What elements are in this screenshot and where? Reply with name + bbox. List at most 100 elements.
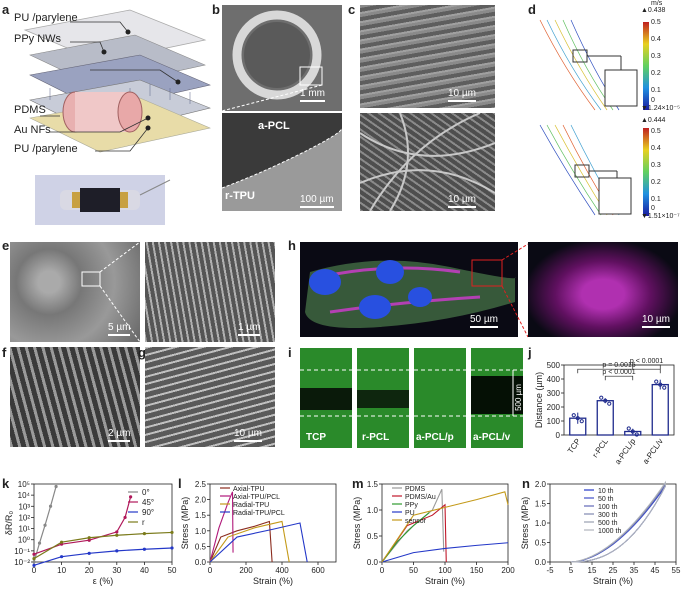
y-axis-label: Stress (MPa) <box>352 497 362 550</box>
colorbar-tick-1-4: 0 <box>651 97 655 104</box>
series-line-3 <box>33 531 173 560</box>
data-point <box>87 551 91 555</box>
y-tick-label: 1.5 <box>367 480 379 489</box>
sem-image-f <box>10 347 140 447</box>
y-tick-label: 1.5 <box>195 511 207 520</box>
sem-image-g <box>145 347 275 447</box>
series-line-1 <box>33 496 132 555</box>
colorbar-tick-1-3: 0.1 <box>651 87 661 94</box>
y-tick-label: 10⁻² <box>14 558 30 567</box>
x-tick-label: 30 <box>112 566 121 575</box>
category-label: a-PCL/p <box>613 437 638 467</box>
series-line-4 <box>381 491 509 563</box>
legend-label: 90° <box>142 508 154 517</box>
legend-label: 300 th <box>598 512 618 519</box>
category-label: r-PCL <box>591 437 611 460</box>
y-tick-label: 10⁻¹ <box>14 547 30 556</box>
data-point <box>87 536 91 540</box>
legend-label: 0° <box>142 488 150 497</box>
x-tick-label: 10 <box>57 566 66 575</box>
legend-label: sensor <box>405 518 427 525</box>
migration-tile-r-pcl <box>357 348 409 448</box>
sem-image-nanowire-low <box>10 242 140 342</box>
plot-frame <box>209 483 337 563</box>
sem-image-interface <box>222 113 342 211</box>
y-tick-label: 2.0 <box>195 496 207 505</box>
data-point <box>571 413 576 418</box>
data-point <box>32 563 36 567</box>
x-axis-label: Strain (%) <box>253 576 293 586</box>
x-tick-label: 20 <box>85 566 94 575</box>
sem-image-aligned-fibers <box>360 5 495 108</box>
legend-label: Radial-TPU <box>233 502 269 509</box>
colorbar-top-tick-2: 0.5 <box>651 128 661 135</box>
y-tick-label: 0.0 <box>367 558 379 567</box>
colorbar-max-2: ▲0.444 <box>641 117 666 124</box>
legend-label: 10 th <box>598 488 614 495</box>
y-tick-label: 0.5 <box>195 542 207 551</box>
data-point <box>634 432 639 437</box>
legend-label: 100 th <box>598 504 618 511</box>
data-point <box>60 555 64 559</box>
legend-label: 1000 th <box>598 528 621 535</box>
x-tick-label: 50 <box>409 566 418 575</box>
series-line-1 <box>209 491 234 563</box>
data-point <box>170 530 174 535</box>
y-tick-label: 10⁰ <box>18 536 30 545</box>
y-tick-label: 0.5 <box>535 539 547 548</box>
loop-2 <box>570 482 666 563</box>
x-axis-label: Strain (%) <box>593 576 633 586</box>
scale-bar-e-right: 1 µm <box>238 322 261 336</box>
x-tick-label: 600 <box>311 566 325 575</box>
y-tick-label: 10³ <box>18 502 30 511</box>
legend-label: 45° <box>142 498 154 507</box>
scale-bar-b-bottom: 100 µm <box>300 194 334 208</box>
data-point <box>123 515 127 520</box>
data-point <box>43 523 47 527</box>
colorbar-min-2: ▼1.51×10⁻⁷ <box>641 213 680 220</box>
series-line-0 <box>209 520 273 563</box>
label-a-pcl: a-PCL <box>258 120 290 132</box>
y-tick-label: 1.5 <box>535 500 547 509</box>
panel-label-j: j <box>528 345 532 360</box>
category-label: TCP <box>566 437 583 455</box>
chart-l-line: 0 200 400 600 0.0 0.5 1.0 1.5 2.0 2.5 Strain (%) St… <box>180 480 337 586</box>
scale-bar-g: 10 µm <box>234 428 262 442</box>
bar-r-PCL <box>596 400 614 436</box>
y-tick-label: 1.0 <box>367 506 379 515</box>
data-point <box>658 382 663 387</box>
y-tick-label: 0.0 <box>535 558 547 567</box>
x-tick-label: 200 <box>501 566 515 575</box>
significance-bracket <box>632 364 661 369</box>
colorbar-unit: m/s <box>651 0 663 7</box>
legend-label: Radial-TPU/PCL <box>233 510 285 517</box>
layer-label-pu-bottom: PU /parylene <box>14 143 78 155</box>
y-tick-label: 200 <box>547 403 561 412</box>
colorbar-top-tick-1: 0.5 <box>651 19 661 26</box>
y-tick-label: 0.5 <box>367 532 379 541</box>
y-axis-label: Distance (µm) <box>534 372 544 428</box>
panel-label-e: e <box>2 238 10 253</box>
panel-label-m: m <box>352 476 364 491</box>
data-point <box>115 549 119 553</box>
colorbar-tick-2-0: 0.4 <box>651 145 661 152</box>
data-point <box>60 540 64 544</box>
device-layer-illustration <box>23 9 211 225</box>
series-line-3 <box>209 522 308 563</box>
y-tick-label: 10¹ <box>18 525 30 534</box>
tile-label-a-pcl-p: a-PCL/p <box>416 432 454 443</box>
legend-label: PU <box>405 510 415 517</box>
legend-label: PDMS/Au <box>405 494 436 501</box>
category-label: a-PCL/v <box>641 437 665 466</box>
panel-label-g: g <box>138 345 146 360</box>
loop-3 <box>570 482 666 563</box>
colorbar-tick-2-4: 0 <box>651 205 655 212</box>
legend-label: Axial-TPU/PCL <box>233 494 280 501</box>
layer-label-pu-top: PU /parylene <box>14 12 78 24</box>
loop-5 <box>570 480 666 563</box>
data-point <box>32 560 36 564</box>
data-point <box>626 426 631 431</box>
y-tick-label: 100 <box>547 417 561 426</box>
colorbar-max-1: ▲0.438 <box>641 7 666 14</box>
